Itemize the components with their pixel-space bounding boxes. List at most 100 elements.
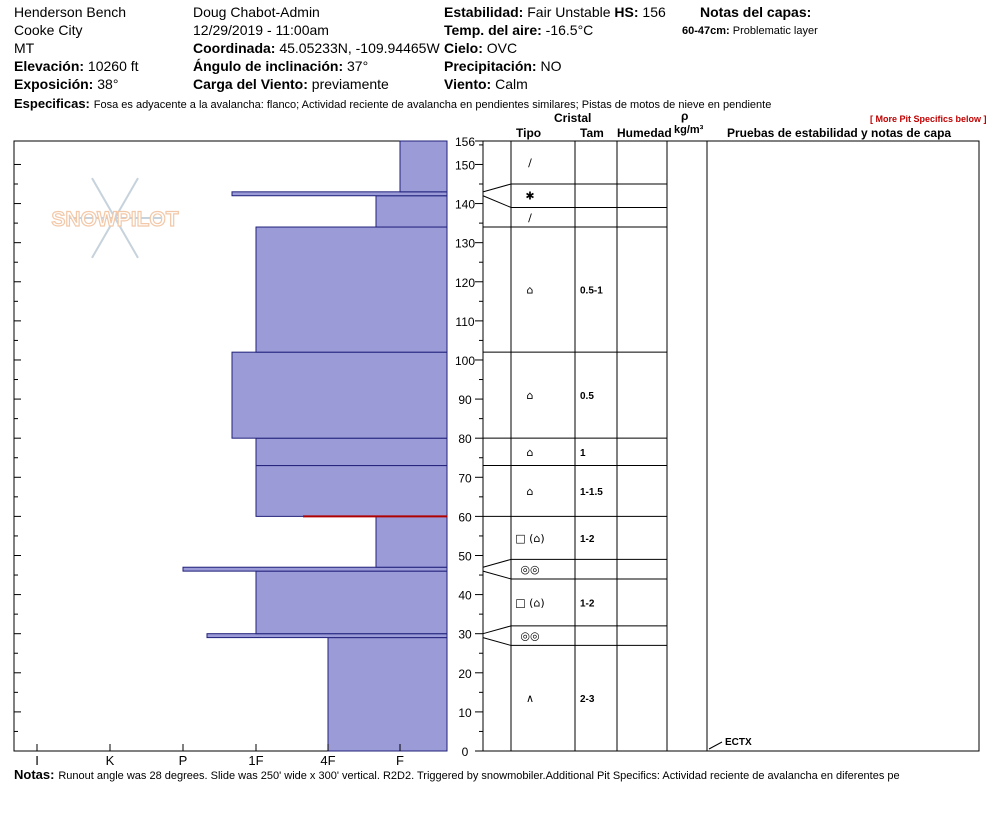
air-temp-row: Temp. del aire: -16.5°C <box>444 22 593 38</box>
hardness-layer-bar <box>327 637 448 752</box>
sky-row: Cielo: OVC <box>444 40 517 56</box>
col-cristal: Cristal <box>554 111 592 125</box>
precip-label: Precipitación: <box>444 58 537 74</box>
crystal-size-label: 0.5-1 <box>580 286 603 297</box>
elevation-label: Elevación: <box>14 58 85 74</box>
layer-note-text: Problematic layer <box>732 25 818 37</box>
hardness-tick-label: F <box>396 753 404 768</box>
specifics-row: Especificas: Fosa es adyacente a la aval… <box>14 95 771 113</box>
depth-tick-label: 150 <box>455 158 475 172</box>
stability-label: Estabilidad: <box>444 4 524 20</box>
layer-connector <box>482 625 512 635</box>
col-tests: Pruebas de estabilidad y notas de capa <box>727 126 952 140</box>
wind-label: Viento: <box>444 76 492 92</box>
wind-load-row: Carga del Viento: previamente <box>193 76 389 92</box>
hardness-tick-label: 1F <box>248 753 263 768</box>
hardness-layer-bar <box>231 351 448 439</box>
hardness-tick-label: 4F <box>320 753 335 768</box>
depth-tick-label: 130 <box>455 237 475 251</box>
hardness-layer-bar <box>255 465 448 517</box>
layer-connector <box>482 637 512 646</box>
layer-note: 60-47cm: Problematic layer <box>682 23 818 39</box>
table-frame <box>482 140 980 752</box>
sky-label: Cielo: <box>444 40 483 56</box>
crystal-size-label: 1 <box>580 448 586 459</box>
air-temp-value: -16.5°C <box>545 22 594 38</box>
crystal-type-symbol: ✱ <box>525 190 534 203</box>
depth-tick-label: 140 <box>455 198 475 212</box>
wind-load-label: Carga del Viento: <box>193 76 308 92</box>
hardness-tick-label: K <box>106 753 115 768</box>
notes-text: Runout angle was 28 degrees. Slide was 2… <box>58 770 900 782</box>
depth-tick-label: 100 <box>455 354 475 368</box>
hardness-layer-bar <box>206 633 448 639</box>
depth-tick-label: 110 <box>455 315 474 329</box>
precip-row: Precipitación: NO <box>444 58 561 74</box>
snowflake-arm <box>114 217 139 259</box>
crystal-type-symbol: ⌂ <box>527 389 534 402</box>
air-temp-label: Temp. del aire: <box>444 22 542 38</box>
depth-tick-label: 10 <box>458 706 472 720</box>
depth-tick-label: 80 <box>458 432 472 446</box>
layer-connector <box>482 183 512 193</box>
crystal-size-label: 0.5 <box>580 391 594 402</box>
hardness-layer-bar <box>255 437 448 467</box>
observer-name: Doug Chabot-Admin <box>193 4 320 20</box>
depth-tick-label: 20 <box>458 667 472 681</box>
layer-connector <box>482 558 512 568</box>
crystal-type-symbol: / <box>528 157 532 170</box>
coordinate-label: Coordinada: <box>193 40 276 56</box>
wind-value: Calm <box>495 76 528 92</box>
location-name: Henderson Bench <box>14 4 127 20</box>
snowflake-arm <box>91 217 116 259</box>
crystal-size-label: 1-1.5 <box>580 487 603 498</box>
crystal-type-symbol: / <box>528 211 532 224</box>
snowflake-arm <box>114 177 139 219</box>
col-density-unit: kg/m³ <box>674 124 704 136</box>
aspect-value: 38° <box>97 76 119 92</box>
hardness-tick-label: P <box>179 753 188 768</box>
coordinate-row: Coordinada: 45.05233N, -109.94465W <box>193 40 440 56</box>
hardness-layer-bar <box>182 566 448 572</box>
sky-value: OVC <box>486 40 518 56</box>
hardness-tick-label: I <box>35 753 39 768</box>
depth-tick-label: 90 <box>458 393 472 407</box>
coordinate-value: 45.05233N, -109.94465W <box>279 40 440 56</box>
crystal-size-label: 1-2 <box>580 598 595 609</box>
wind-load-value: previamente <box>311 76 389 92</box>
elevation-value: 10260 ft <box>87 58 139 74</box>
col-rho: ρ <box>681 109 689 123</box>
crystal-type-symbol: ∧ <box>526 692 534 705</box>
depth-tick-label: 50 <box>458 549 472 563</box>
depth-tick-label: 40 <box>458 589 472 603</box>
hardness-layer-bar <box>231 191 448 197</box>
depth-tick-label: 60 <box>458 510 472 524</box>
test-result-label: ECTX <box>725 737 752 748</box>
crystal-type-symbol: □ (⌂) <box>515 532 544 545</box>
hs-value: 156 <box>642 4 666 20</box>
slope-label: Ángulo de inclinación: <box>193 58 344 74</box>
notes-row: Notas: Runout angle was 28 degrees. Slid… <box>14 766 900 784</box>
layer-connector <box>482 570 512 580</box>
specifics-label: Especificas: <box>14 96 90 111</box>
col-tam: Tam <box>580 126 604 140</box>
hardness-layer-bar <box>375 195 448 228</box>
col-tipo: Tipo <box>516 126 542 140</box>
depth-tick-label: 30 <box>458 628 472 642</box>
notes-label: Notas: <box>14 767 55 782</box>
stability-value: Fair Unstable <box>527 4 611 20</box>
col-humedad: Humedad <box>617 126 672 140</box>
snowflake-arm <box>91 177 116 219</box>
specifics-text: Fosa es adyacente a la avalancha: flanco… <box>93 99 772 111</box>
aspect-label: Exposición: <box>14 76 94 92</box>
precip-value: NO <box>540 58 562 74</box>
crystal-size-label: 1-2 <box>580 534 595 545</box>
more-specifics-link[interactable]: [ More Pit Specifics below ] <box>870 114 987 124</box>
observation-datetime: 12/29/2019 - 11:00am <box>193 22 329 38</box>
hardness-layer-bar <box>375 515 448 568</box>
snowpilot-logo: SNOWPILOT <box>51 208 178 231</box>
slope-value: 37° <box>347 58 369 74</box>
depth-tick-label: 120 <box>455 276 475 290</box>
slope-row: Ángulo de inclinación: 37° <box>193 58 368 74</box>
